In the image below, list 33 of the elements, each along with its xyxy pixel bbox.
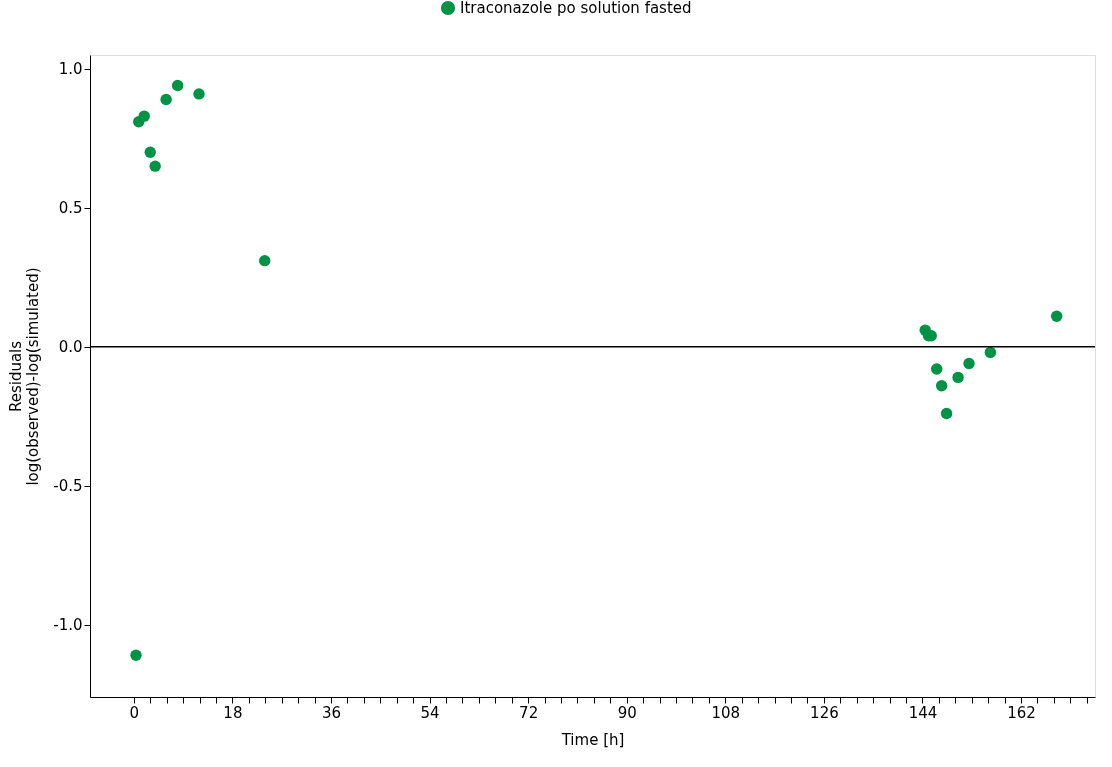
point xyxy=(1050,310,1063,322)
y-tick-label: -1.0 xyxy=(53,616,83,635)
point xyxy=(952,371,964,384)
x-tick-label: 90 xyxy=(617,703,637,722)
y-axis-title: Residuals log(observed)-log(simulated) xyxy=(7,267,43,486)
y-tick-label: 0.0 xyxy=(58,338,83,357)
point xyxy=(963,357,975,370)
legend-label: Itraconazole po solution fasted xyxy=(460,0,692,17)
x-axis-title: Time [h] xyxy=(560,730,625,749)
point xyxy=(138,110,150,122)
point xyxy=(171,79,184,92)
point xyxy=(193,88,205,100)
point xyxy=(935,380,948,392)
point xyxy=(144,146,156,158)
x-tick-label: 72 xyxy=(519,703,539,722)
x-tick-label: 108 xyxy=(711,703,741,722)
x-tick-label: 54 xyxy=(420,703,440,722)
point xyxy=(259,254,271,267)
x-tick-label: 36 xyxy=(321,703,342,722)
point xyxy=(149,160,161,172)
point xyxy=(931,363,943,375)
point xyxy=(940,407,953,420)
x-tick-label: 126 xyxy=(810,703,839,722)
point xyxy=(984,346,997,359)
point xyxy=(160,93,172,106)
x-tick-label: 162 xyxy=(1007,703,1036,722)
y-tick-label: 1.0 xyxy=(58,60,83,79)
x-tick-label: 18 xyxy=(223,703,243,722)
x-tick-label: 0 xyxy=(129,703,140,722)
y-tick-label: 0.5 xyxy=(58,199,83,218)
x-tick-label: 144 xyxy=(908,703,938,722)
point xyxy=(130,649,142,661)
y-tick-label: -0.5 xyxy=(53,477,83,496)
